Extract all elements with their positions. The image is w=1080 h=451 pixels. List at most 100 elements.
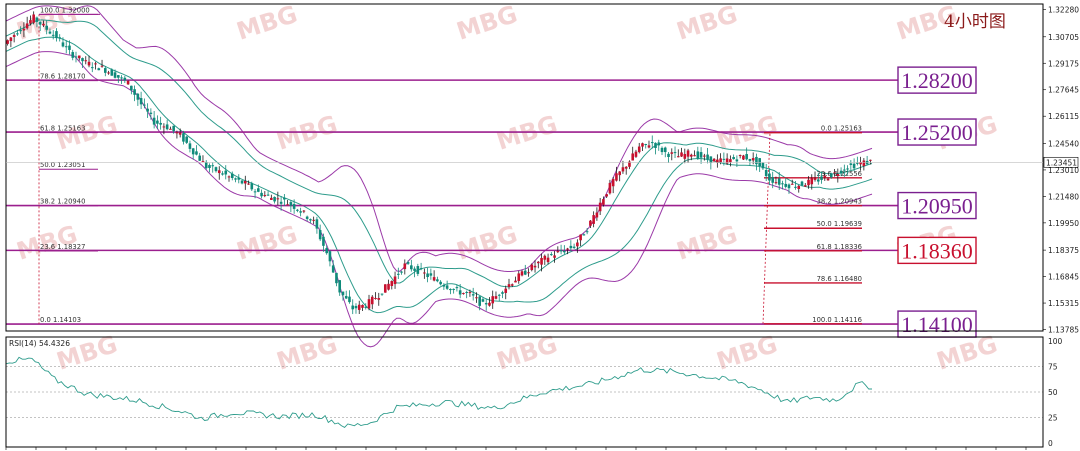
candle-body	[165, 124, 169, 130]
candle-body	[146, 108, 149, 112]
candle-body	[312, 219, 315, 221]
bollinger-bands	[5, 5, 873, 348]
candle-body	[237, 177, 241, 180]
fib-right-label: 23.6 1.22556	[817, 170, 862, 178]
price-tick-label: 1.24540	[1048, 139, 1079, 148]
candle-body	[595, 212, 599, 218]
candle-body	[536, 261, 540, 264]
candle-body	[211, 165, 215, 167]
candle-body	[676, 156, 680, 158]
candle-body	[273, 196, 276, 202]
candle-body	[243, 181, 247, 184]
candle-body	[608, 182, 612, 194]
candle-body	[813, 178, 817, 180]
candle-body	[136, 93, 140, 100]
candle-body	[683, 153, 687, 159]
outer-band-lower	[5, 51, 873, 348]
candle-body	[224, 170, 228, 175]
fib-left-label: 38.2 1.20940	[40, 198, 85, 206]
candle-body	[628, 161, 631, 167]
candle-body	[299, 211, 302, 213]
rsi-tick-label: 100	[1048, 337, 1063, 346]
key-level-label: 1.25200	[901, 120, 973, 145]
current-price-label: 1.23451	[1046, 158, 1077, 167]
candle-body	[305, 216, 309, 219]
candle-body	[344, 296, 348, 299]
candle-body	[458, 290, 462, 295]
candle-body	[761, 162, 765, 169]
candle-body	[325, 248, 328, 254]
candle-body	[253, 191, 257, 193]
candle-body	[797, 185, 801, 189]
candle-body	[833, 172, 836, 174]
candle-body	[846, 168, 849, 170]
candle-body	[572, 246, 576, 248]
candle-body	[429, 273, 433, 276]
price-tick-label: 1.19950	[1048, 219, 1079, 228]
candle-body	[768, 173, 771, 181]
candle-body	[852, 163, 856, 169]
candle-body	[117, 75, 120, 78]
candle-body	[113, 72, 117, 78]
candle-body	[709, 156, 713, 163]
rsi-label: RSI(14) 54.4326	[9, 339, 70, 348]
candle-body	[289, 202, 293, 206]
candle-body	[755, 156, 758, 165]
price-tick-label: 1.21480	[1048, 192, 1079, 201]
chart-title: 4小时图	[944, 12, 1006, 32]
inner-band-upper	[5, 19, 873, 288]
price-tick-label: 1.27645	[1048, 86, 1079, 95]
candle-body	[397, 273, 400, 275]
candle-body	[48, 31, 52, 34]
candle-body	[790, 183, 794, 185]
candle-body	[32, 14, 35, 23]
candle-body	[348, 296, 351, 303]
price-tick-label: 1.18375	[1048, 246, 1079, 255]
candle-body	[152, 117, 156, 125]
candle-body	[484, 303, 488, 305]
candle-body	[107, 72, 110, 74]
candle-body	[266, 194, 270, 196]
price-tick-label: 1.30705	[1048, 33, 1079, 42]
candle-body	[550, 254, 553, 256]
candle-body	[416, 266, 420, 274]
candle-body	[481, 299, 485, 302]
candle-body	[696, 151, 700, 159]
candle-body	[615, 173, 618, 181]
price-tick-label: 1.29175	[1048, 59, 1079, 68]
candle-body	[387, 283, 390, 290]
candle-body	[533, 265, 537, 268]
candle-body	[341, 291, 345, 296]
candle-body	[706, 154, 709, 160]
candle-body	[865, 160, 869, 165]
candle-body	[810, 178, 814, 185]
candle-body	[22, 28, 26, 31]
candle-body	[230, 173, 234, 178]
candle-body	[270, 197, 273, 200]
candle-body	[103, 68, 107, 73]
candle-body	[315, 219, 319, 229]
rsi-tick-label: 50	[1048, 388, 1058, 397]
candle-body	[823, 175, 827, 178]
candle-body	[283, 197, 286, 200]
candle-body	[777, 178, 781, 185]
key-level-box	[897, 310, 977, 338]
candle-body	[380, 293, 384, 295]
candle-body	[582, 234, 586, 236]
inner-band-lower	[5, 36, 873, 314]
candle-body	[869, 159, 872, 161]
outer-band-upper	[5, 5, 873, 272]
candle-body	[68, 45, 71, 50]
candle-body	[318, 230, 322, 240]
candle-body	[45, 25, 48, 30]
candle-body	[787, 184, 791, 189]
candle-body	[738, 155, 742, 157]
candle-body	[445, 285, 449, 289]
candle-body	[680, 152, 683, 157]
candle-body	[703, 155, 706, 157]
key-level-label: 1.14100	[901, 312, 973, 337]
candle-body	[51, 34, 55, 36]
rsi-tick-label: 0	[1048, 439, 1053, 448]
candle-body	[374, 297, 377, 299]
candle-body	[517, 273, 521, 281]
